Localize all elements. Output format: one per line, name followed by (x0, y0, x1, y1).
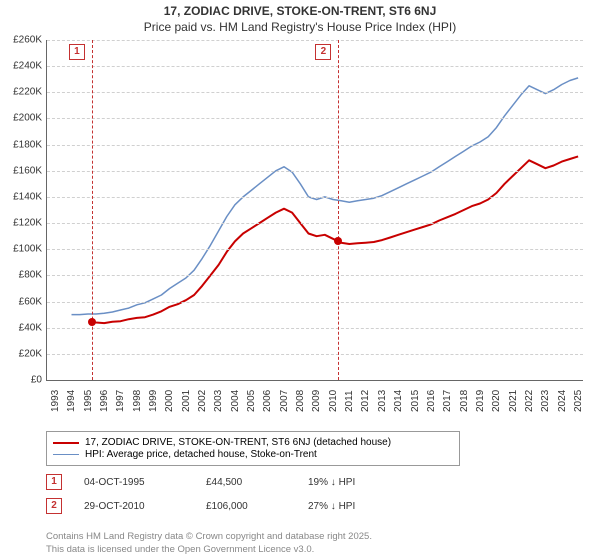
legend-label: 17, ZODIAC DRIVE, STOKE-ON-TRENT, ST6 6N… (85, 437, 391, 448)
y-tick-label: £20K (19, 348, 42, 359)
gridline (47, 275, 583, 276)
x-tick-label: 1994 (66, 390, 77, 412)
gridline (47, 328, 583, 329)
credits-line2: This data is licensed under the Open Gov… (46, 544, 590, 556)
gridline (47, 145, 583, 146)
credits-line1: Contains HM Land Registry data © Crown c… (46, 531, 590, 543)
y-tick-label: £60K (19, 296, 42, 307)
x-tick-label: 2016 (426, 390, 437, 412)
legend-row: HPI: Average price, detached house, Stok… (53, 449, 453, 460)
credits: Contains HM Land Registry data © Crown c… (46, 531, 590, 556)
sale-delta: 27% ↓ HPI (308, 501, 355, 512)
sale-marker: 1 (46, 474, 62, 490)
x-tick-label: 2001 (181, 390, 192, 412)
chart-title-address: 17, ZODIAC DRIVE, STOKE-ON-TRENT, ST6 6N… (0, 4, 600, 18)
x-tick-label: 2010 (328, 390, 339, 412)
y-tick-label: £80K (19, 270, 42, 281)
y-tick-label: £100K (13, 244, 42, 255)
sale-date: 29-OCT-2010 (84, 501, 184, 512)
x-tick-label: 2025 (573, 390, 584, 412)
x-tick-label: 2005 (246, 390, 257, 412)
gridline (47, 40, 583, 41)
gridline (47, 171, 583, 172)
x-tick-label: 2013 (377, 390, 388, 412)
legend-swatch (53, 442, 79, 444)
gridline (47, 118, 583, 119)
x-tick-label: 1997 (115, 390, 126, 412)
gridline (47, 302, 583, 303)
legend-swatch (53, 454, 79, 455)
x-tick-label: 1998 (132, 390, 143, 412)
x-tick-label: 2012 (360, 390, 371, 412)
marker-vline (338, 40, 339, 380)
x-tick-label: 2015 (410, 390, 421, 412)
series-dot (88, 318, 96, 326)
x-tick-label: 2017 (442, 390, 453, 412)
gridline (47, 249, 583, 250)
sale-marker: 2 (46, 498, 62, 514)
y-tick-label: £180K (13, 139, 42, 150)
gridline (47, 66, 583, 67)
y-tick-label: £140K (13, 191, 42, 202)
x-tick-label: 2004 (230, 390, 241, 412)
y-tick-label: £160K (13, 165, 42, 176)
x-tick-label: 2014 (393, 390, 404, 412)
legend-box: 17, ZODIAC DRIVE, STOKE-ON-TRENT, ST6 6N… (46, 431, 460, 466)
x-tick-label: 2019 (475, 390, 486, 412)
sale-row: 1 04-OCT-1995 £44,500 19% ↓ HPI (46, 474, 355, 490)
y-tick-label: £200K (13, 113, 42, 124)
x-tick-label: 2003 (213, 390, 224, 412)
sale-price: £44,500 (206, 477, 286, 488)
y-tick-label: £240K (13, 61, 42, 72)
x-tick-label: 1996 (99, 390, 110, 412)
x-tick-label: 2024 (557, 390, 568, 412)
sale-date: 04-OCT-1995 (84, 477, 184, 488)
x-tick-label: 1993 (50, 390, 61, 412)
marker-vline (92, 40, 93, 380)
x-tick-label: 2007 (279, 390, 290, 412)
x-tick-label: 2011 (344, 390, 355, 412)
y-tick-label: £220K (13, 87, 42, 98)
gridline (47, 223, 583, 224)
gridline (47, 92, 583, 93)
x-tick-label: 2020 (491, 390, 502, 412)
x-tick-label: 2008 (295, 390, 306, 412)
sale-price: £106,000 (206, 501, 286, 512)
marker-box-2: 2 (315, 44, 331, 60)
x-tick-label: 2000 (164, 390, 175, 412)
y-tick-label: £0 (31, 375, 42, 386)
y-tick-label: £260K (13, 35, 42, 46)
y-tick-label: £120K (13, 218, 42, 229)
x-tick-label: 2023 (540, 390, 551, 412)
gridline (47, 354, 583, 355)
y-tick-label: £40K (19, 322, 42, 333)
plot-area (46, 40, 583, 381)
sale-row: 2 29-OCT-2010 £106,000 27% ↓ HPI (46, 498, 355, 514)
chart-title-sub: Price paid vs. HM Land Registry's House … (0, 20, 600, 34)
x-tick-label: 2021 (508, 390, 519, 412)
x-tick-label: 2006 (262, 390, 273, 412)
series-dot (334, 237, 342, 245)
x-tick-label: 1999 (148, 390, 159, 412)
sale-rows: 1 04-OCT-1995 £44,500 19% ↓ HPI 2 29-OCT-2010… (46, 474, 355, 522)
marker-box-1: 1 (69, 44, 85, 60)
x-tick-label: 2018 (459, 390, 470, 412)
legend-label: HPI: Average price, detached house, Stok… (85, 449, 317, 460)
plot-svg (47, 40, 583, 380)
x-tick-label: 1995 (83, 390, 94, 412)
x-tick-label: 2009 (311, 390, 322, 412)
x-tick-label: 2002 (197, 390, 208, 412)
x-tick-label: 2022 (524, 390, 535, 412)
legend-row: 17, ZODIAC DRIVE, STOKE-ON-TRENT, ST6 6N… (53, 437, 453, 448)
sale-delta: 19% ↓ HPI (308, 477, 355, 488)
gridline (47, 197, 583, 198)
